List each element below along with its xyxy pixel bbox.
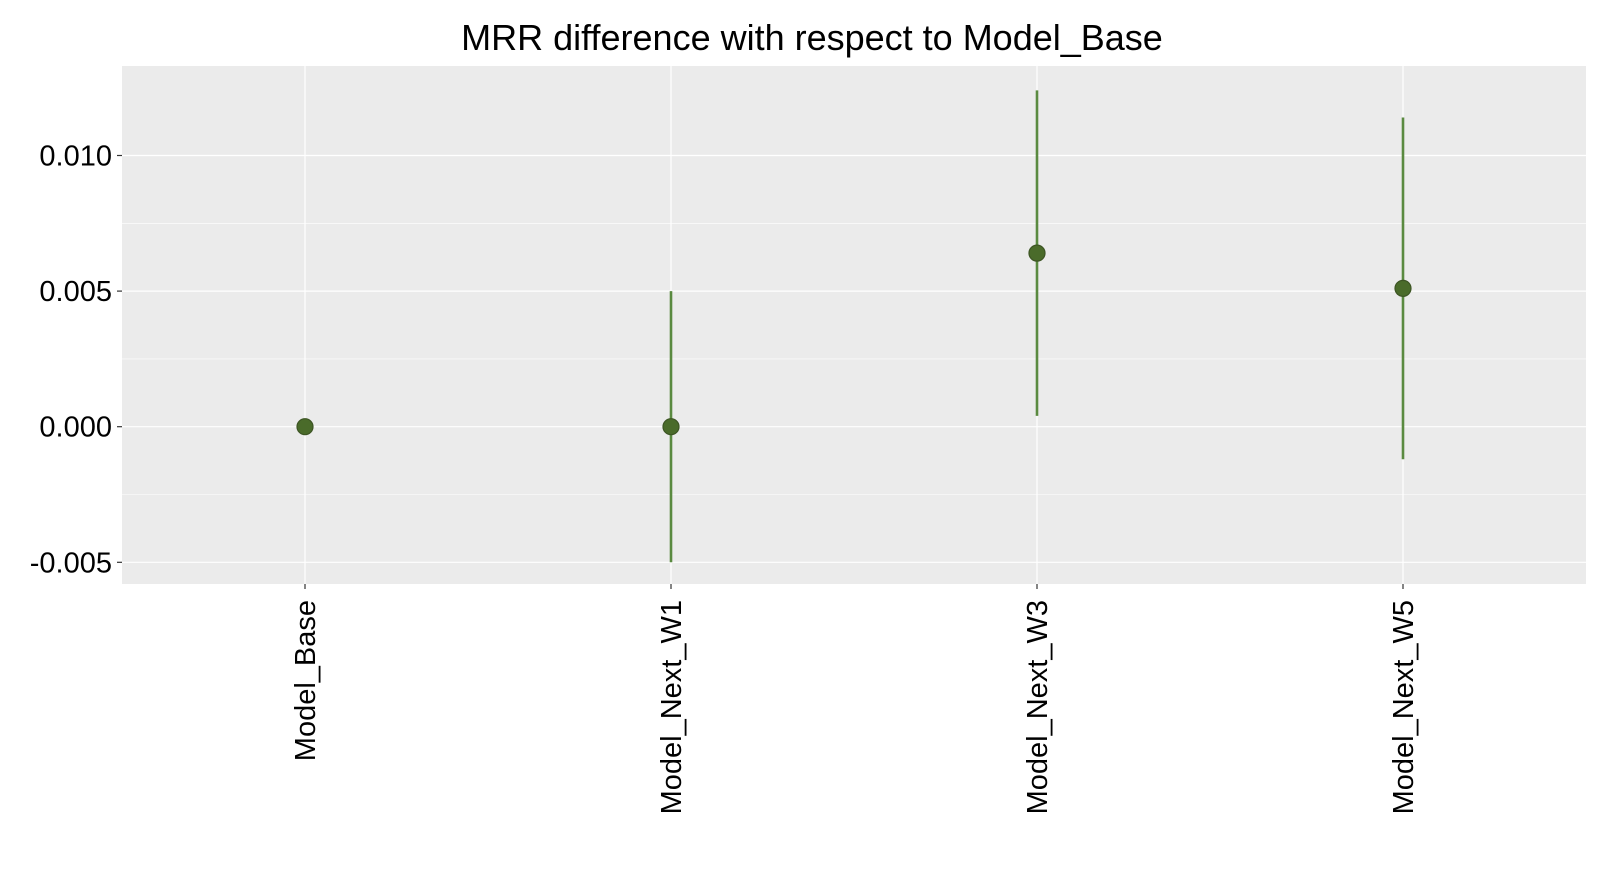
data-point (296, 418, 314, 436)
y-axis: -0.005 0.000 0.005 0.010 (30, 140, 122, 579)
x-tick-label: Model_Next_W1 (656, 600, 688, 814)
point-layer (296, 244, 1412, 436)
y-tick-label: 0.000 (39, 412, 112, 444)
data-point (662, 418, 680, 436)
chart-title: MRR difference with respect to Model_Bas… (461, 17, 1163, 58)
data-point (1028, 244, 1046, 262)
plot-panel (122, 66, 1586, 584)
y-tick-label: 0.005 (39, 276, 112, 308)
y-tick-label: 0.010 (39, 140, 112, 172)
x-tick-label: Model_Next_W5 (1388, 600, 1420, 814)
x-tick-label: Model_Base (290, 600, 322, 761)
data-point (1394, 279, 1412, 297)
x-tick-label: Model_Next_W3 (1022, 600, 1054, 814)
x-axis: Model_Base Model_Next_W1 Model_Next_W3 Mode… (290, 584, 1420, 814)
y-tick-label: -0.005 (30, 547, 112, 579)
